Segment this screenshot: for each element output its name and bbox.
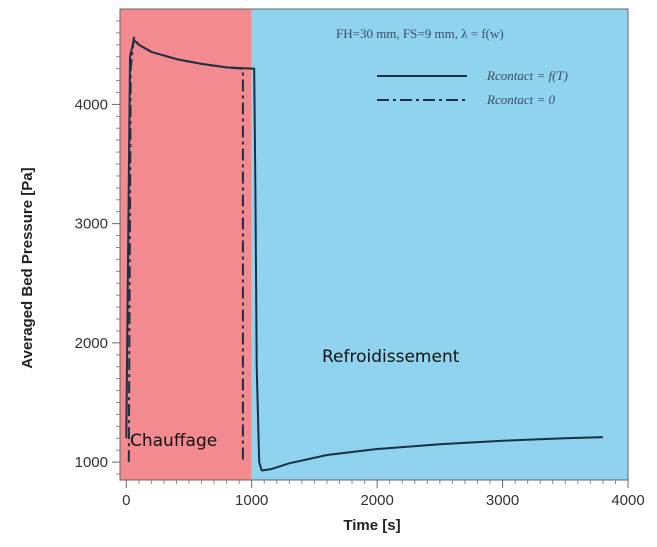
y-tick-label: 2000 bbox=[75, 335, 108, 352]
x-axis-title: Time [s] bbox=[343, 517, 400, 534]
region-heating bbox=[120, 9, 252, 480]
x-tick-label: 3000 bbox=[486, 492, 519, 509]
plot-border bbox=[119, 8, 629, 481]
x-tick-label: 4000 bbox=[611, 492, 644, 509]
ticks-layer: 0 1000 2000 3000 4000 1000 2000 3000 4000 bbox=[75, 20, 645, 509]
x-tick-label: 0 bbox=[122, 492, 130, 509]
y-tick-label: 3000 bbox=[75, 216, 108, 233]
x-tick-label: 2000 bbox=[360, 492, 393, 509]
series-layer bbox=[125, 36, 603, 472]
series-line-2 bbox=[127, 36, 244, 463]
region-cooling bbox=[251, 9, 628, 480]
region-label-cooling: Refroidissement bbox=[322, 347, 460, 367]
regions-layer bbox=[120, 9, 628, 480]
y-tick-label: 4000 bbox=[75, 96, 108, 113]
legend: Rcontact = f(T) Rcontact = 0 bbox=[377, 68, 568, 107]
plot-frame bbox=[119, 8, 629, 481]
region-label-heating: Chauffage bbox=[130, 431, 217, 451]
x-tick-label: 1000 bbox=[235, 492, 268, 509]
legend-label-solid: Rcontact = f(T) bbox=[486, 68, 568, 83]
y-axis-title: Averaged Bed Pressure [Pa] bbox=[19, 167, 36, 368]
y-tick-label: 1000 bbox=[75, 454, 108, 471]
legend-label-dashdot: Rcontact = 0 bbox=[486, 92, 555, 107]
chart-annotation: FH=30 mm, FS=9 mm, λ = f(w) bbox=[336, 26, 504, 41]
